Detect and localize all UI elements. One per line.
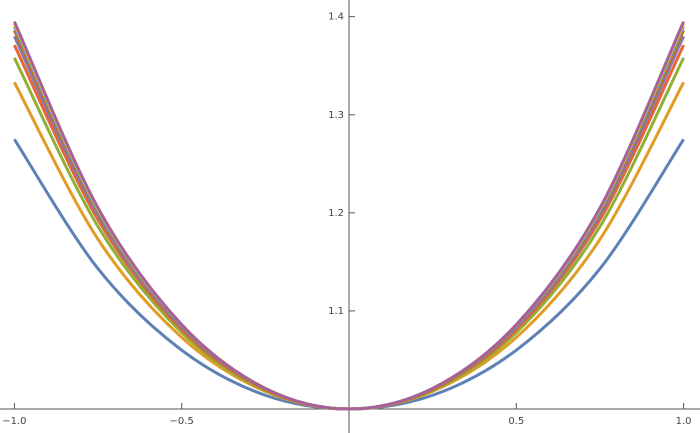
x-tick-label: 0.5 (508, 416, 524, 427)
y-tick-label: 1.2 (328, 208, 344, 219)
y-tick-label: 1.4 (328, 12, 344, 23)
y-tick-label: 1.1 (328, 306, 344, 317)
x-tick-label: −0.5 (170, 416, 194, 427)
y-tick-label: 1.3 (328, 110, 344, 121)
x-tick-label: −1.0 (2, 416, 26, 427)
curve (13, 20, 685, 411)
x-tick-label: 1.0 (676, 416, 692, 427)
